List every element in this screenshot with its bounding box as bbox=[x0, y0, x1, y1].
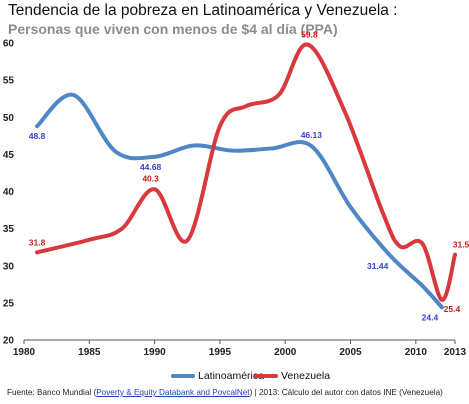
data-label: 40.3 bbox=[142, 173, 159, 183]
y-tick-label: 45 bbox=[3, 150, 15, 161]
y-tick-label: 25 bbox=[3, 298, 15, 309]
chart-series bbox=[35, 42, 457, 310]
y-tick-label: 30 bbox=[3, 261, 15, 272]
legend-item: Venezuela bbox=[254, 370, 330, 382]
data-label: 25.4 bbox=[444, 304, 461, 314]
x-tick-label: 2005 bbox=[339, 347, 362, 358]
source-suffix: ) | 2013: Cálculo del autor con datos IN… bbox=[249, 388, 443, 397]
source-prefix: Fuente: Banco Mundial ( bbox=[7, 388, 97, 397]
data-label: 24.4 bbox=[422, 312, 439, 322]
x-tick-label: 2000 bbox=[274, 347, 297, 358]
legend-item: Latinoamérica bbox=[171, 370, 264, 382]
data-label: 46.13 bbox=[301, 130, 323, 140]
y-tick-label: 40 bbox=[3, 187, 15, 198]
x-tick-label: 1990 bbox=[143, 347, 166, 358]
data-label: 44.68 bbox=[140, 162, 162, 172]
x-tick-label: 1995 bbox=[209, 347, 232, 358]
data-label: 31.8 bbox=[29, 237, 46, 247]
legend-swatch bbox=[254, 374, 278, 378]
y-tick-label: 50 bbox=[3, 113, 15, 124]
legend-swatch bbox=[171, 374, 195, 378]
x-tick-label: 1980 bbox=[13, 347, 36, 358]
y-tick-label: 35 bbox=[3, 224, 15, 235]
legend-label: Venezuela bbox=[281, 370, 331, 382]
x-tick-label: 1985 bbox=[78, 347, 101, 358]
data-label: 48.8 bbox=[29, 131, 46, 141]
chart-axes: 20 25 30 35 40 45 50 55 60 1980 1985 1990 1995 2000 20… bbox=[3, 39, 467, 359]
series-line-venezuela bbox=[35, 42, 457, 302]
chart-data-labels: 48.8 44.68 46.13 31.44 24.4 31.8 40.3 59.8 25.4 3… bbox=[29, 29, 469, 322]
y-tick-label: 60 bbox=[3, 39, 15, 50]
source-note: Fuente: Banco Mundial (Poverty & Equity … bbox=[7, 388, 443, 397]
source-link[interactable]: Poverty & Equity Databank and PovcalNet bbox=[96, 388, 250, 397]
y-tick-label: 55 bbox=[3, 76, 15, 87]
legend-label: Latinoamérica bbox=[198, 370, 264, 382]
data-label: 31.5 bbox=[453, 240, 469, 250]
y-tick-label: 20 bbox=[3, 336, 15, 347]
x-tick-label: 2013 bbox=[444, 347, 467, 358]
x-tick-label: 2010 bbox=[405, 347, 428, 358]
chart-title: Tendencia de la pobreza en Latinoamérica… bbox=[8, 2, 398, 19]
chart-subtitle: Personas que viven con menos de $4 al dí… bbox=[8, 21, 338, 37]
data-label: 59.8 bbox=[301, 29, 318, 39]
data-label: 31.44 bbox=[367, 261, 389, 271]
series-line-latinoamerica bbox=[35, 92, 444, 310]
